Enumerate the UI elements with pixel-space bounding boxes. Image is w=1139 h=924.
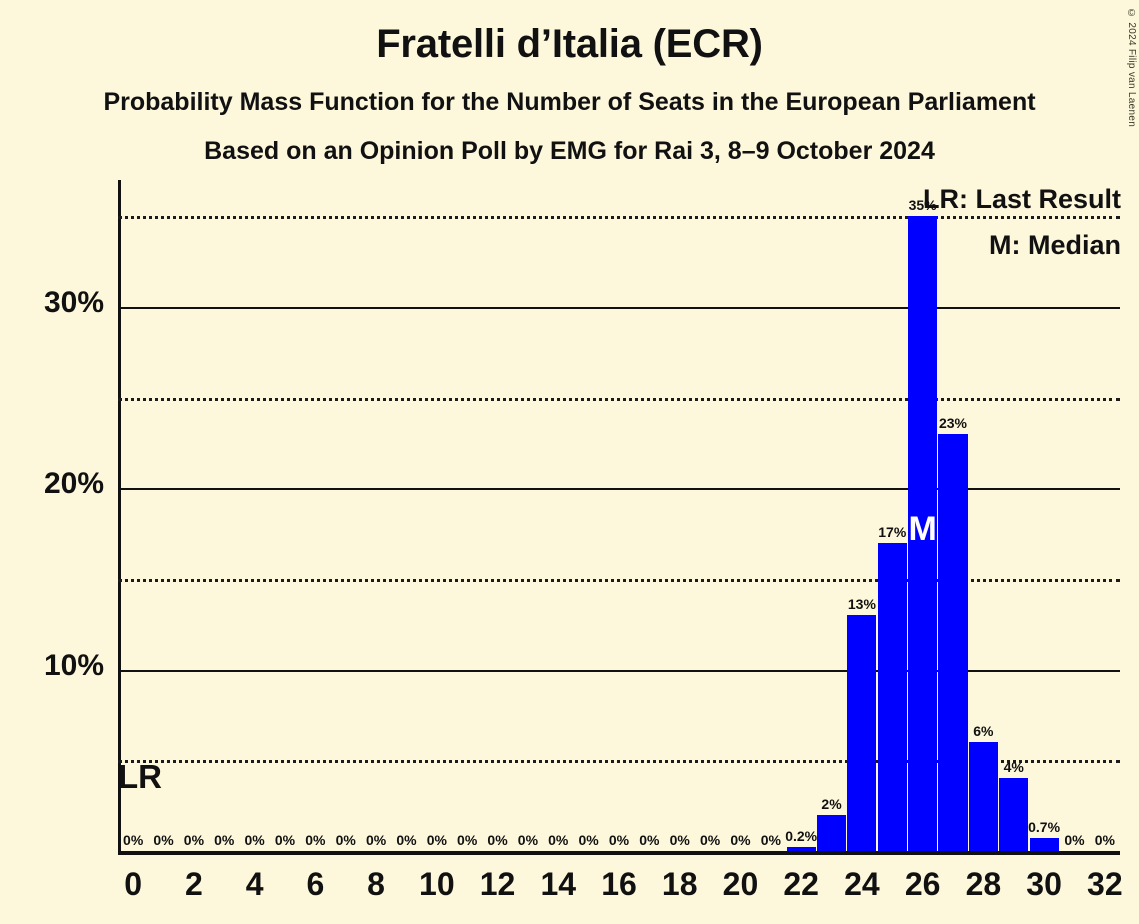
y-tick-20: 20% — [43, 467, 104, 501]
bar-label-seats-2: 0% — [183, 832, 205, 848]
x-tick-32: 32 — [1087, 866, 1123, 902]
bar-label-seats-15: 0% — [578, 832, 599, 848]
gridline-solid-10 — [118, 669, 1120, 672]
gridline-solid-20 — [118, 488, 1120, 491]
bar-label-seats-28: 6% — [973, 723, 994, 740]
bar-label-seats-5: 0% — [274, 832, 296, 848]
x-tick-12: 12 — [479, 866, 516, 902]
x-tick-18: 18 — [661, 866, 698, 902]
gridline-dotted-5 — [118, 760, 1120, 764]
marker-last-result: LR — [118, 758, 162, 796]
bar-label-seats-1: 0% — [153, 832, 174, 848]
x-tick-26: 26 — [904, 866, 941, 902]
x-tick-14: 14 — [540, 866, 577, 902]
x-tick-2: 2 — [185, 866, 203, 902]
x-tick-20: 20 — [722, 866, 759, 902]
gridline-solid-30 — [118, 306, 1120, 309]
bar-label-seats-18: 0% — [669, 832, 690, 848]
y-tick-10: 10% — [43, 648, 104, 682]
x-tick-0: 0 — [124, 866, 143, 902]
x-tick-16: 16 — [601, 866, 637, 902]
x-tick-30: 30 — [1026, 866, 1062, 902]
bar-label-seats-29: 4% — [1003, 759, 1024, 776]
bar-seats-27 — [938, 433, 968, 851]
bar-label-seats-6: 0% — [305, 832, 326, 848]
bar-label-seats-16: 0% — [608, 832, 630, 848]
bar-label-seats-27: 23% — [938, 414, 968, 431]
bar-label-seats-17: 0% — [639, 832, 660, 848]
bar-label-seats-21: 0% — [760, 832, 781, 848]
marker-median: M — [908, 509, 937, 548]
bar-label-seats-31: 0% — [1064, 832, 1085, 848]
x-tick-10: 10 — [419, 866, 455, 902]
bar-label-seats-30: 0.7% — [1028, 819, 1061, 836]
x-tick-22: 22 — [783, 866, 819, 902]
bar-label-seats-10: 0% — [426, 832, 447, 848]
bar-label-seats-22: 0.2% — [785, 828, 818, 845]
bar-label-seats-4: 0% — [244, 832, 265, 848]
bar-label-seats-0: 0% — [123, 832, 144, 848]
bar-label-seats-12: 0% — [487, 832, 508, 848]
bar-seats-24 — [847, 615, 877, 851]
gridline-dotted-35 — [118, 216, 1120, 220]
bar-seats-28 — [968, 742, 998, 851]
bar-label-seats-24: 13% — [847, 596, 876, 613]
x-tick-4: 4 — [245, 866, 264, 902]
bar-seats-29 — [999, 778, 1029, 851]
x-tick-6: 6 — [306, 866, 325, 902]
page-title: Fratelli d’Italia (ECR) — [376, 22, 763, 66]
x-tick-28: 28 — [965, 866, 1002, 902]
bar-label-seats-19: 0% — [699, 832, 721, 848]
bar-label-seats-11: 0% — [457, 832, 478, 848]
copyright-notice: © 2024 Filip van Laenen — [1126, 8, 1137, 128]
bar-label-seats-20: 0% — [730, 832, 751, 848]
bar-seats-26 — [908, 216, 938, 851]
bar-label-seats-9: 0% — [396, 832, 417, 848]
y-axis-line — [118, 180, 121, 854]
x-tick-24: 24 — [844, 866, 880, 902]
y-tick-30: 30% — [43, 285, 104, 319]
x-axis-line — [118, 851, 1120, 855]
legend-last-result: LR: Last Result — [922, 184, 1121, 214]
bar-label-seats-32: 0% — [1094, 832, 1115, 848]
bar-label-seats-25: 17% — [878, 523, 907, 540]
bar-seats-22 — [786, 847, 816, 851]
bar-seats-23 — [816, 814, 847, 851]
chart-subtitle-secondary: Based on an Opinion Poll by EMG for Rai … — [204, 137, 935, 165]
x-tick-8: 8 — [367, 866, 385, 902]
bar-label-seats-13: 0% — [517, 832, 539, 848]
chart-subtitle-primary: Probability Mass Function for the Number… — [103, 88, 1036, 116]
bar-label-seats-7: 0% — [335, 832, 356, 848]
plot-area: LR M — [118, 180, 1120, 855]
bar-label-seats-8: 0% — [365, 832, 387, 848]
bar-seats-30 — [1029, 838, 1059, 851]
bar-seats-25 — [877, 542, 907, 851]
gridline-dotted-15 — [118, 578, 1120, 582]
bar-label-seats-3: 0% — [214, 832, 235, 848]
bar-label-seats-26: 35% — [908, 197, 937, 214]
bar-label-seats-23: 2% — [821, 795, 842, 812]
bar-label-seats-14: 0% — [548, 832, 569, 848]
legend-median: M: Median — [989, 230, 1121, 260]
gridline-dotted-25 — [118, 397, 1120, 401]
